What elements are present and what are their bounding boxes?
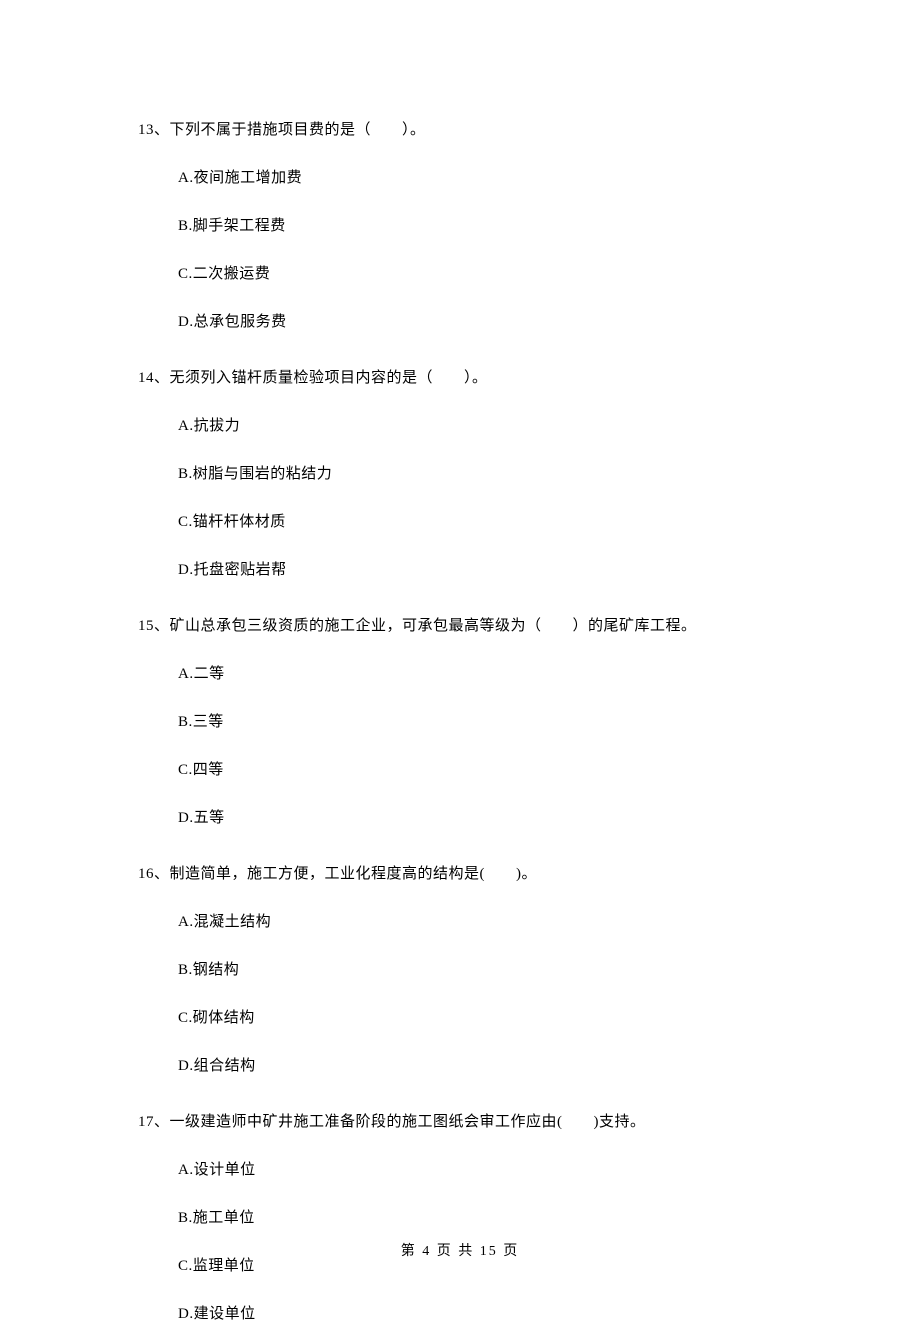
- option-b: B.脚手架工程费: [178, 214, 782, 238]
- question-text: 15、矿山总承包三级资质的施工企业，可承包最高等级为（ ）的尾矿库工程。: [138, 614, 782, 638]
- question-13: 13、下列不属于措施项目费的是（ ）。 A.夜间施工增加费 B.脚手架工程费 C…: [138, 118, 782, 334]
- option-a: A.抗拔力: [178, 414, 782, 438]
- option-d: D.总承包服务费: [178, 310, 782, 334]
- option-a: A.设计单位: [178, 1158, 782, 1182]
- options-list: A.夜间施工增加费 B.脚手架工程费 C.二次搬运费 D.总承包服务费: [138, 166, 782, 334]
- options-list: A.抗拔力 B.树脂与围岩的粘结力 C.锚杆杆体材质 D.托盘密贴岩帮: [138, 414, 782, 582]
- page-footer: 第 4 页 共 15 页: [0, 1240, 920, 1260]
- option-d: D.组合结构: [178, 1054, 782, 1078]
- option-c: C.二次搬运费: [178, 262, 782, 286]
- option-b: B.施工单位: [178, 1206, 782, 1230]
- question-text: 17、一级建造师中矿井施工准备阶段的施工图纸会审工作应由( )支持。: [138, 1110, 782, 1134]
- option-b: B.钢结构: [178, 958, 782, 982]
- option-a: A.二等: [178, 662, 782, 686]
- option-b: B.三等: [178, 710, 782, 734]
- page-content: 13、下列不属于措施项目费的是（ ）。 A.夜间施工增加费 B.脚手架工程费 C…: [0, 0, 920, 1326]
- option-d: D.五等: [178, 806, 782, 830]
- option-c: C.锚杆杆体材质: [178, 510, 782, 534]
- option-c: C.砌体结构: [178, 1006, 782, 1030]
- option-d: D.建设单位: [178, 1302, 782, 1326]
- question-14: 14、无须列入锚杆质量检验项目内容的是（ ）。 A.抗拔力 B.树脂与围岩的粘结…: [138, 366, 782, 582]
- option-c: C.四等: [178, 758, 782, 782]
- question-text: 13、下列不属于措施项目费的是（ ）。: [138, 118, 782, 142]
- question-15: 15、矿山总承包三级资质的施工企业，可承包最高等级为（ ）的尾矿库工程。 A.二…: [138, 614, 782, 830]
- option-d: D.托盘密贴岩帮: [178, 558, 782, 582]
- question-16: 16、制造简单，施工方便，工业化程度高的结构是( )。 A.混凝土结构 B.钢结…: [138, 862, 782, 1078]
- option-a: A.夜间施工增加费: [178, 166, 782, 190]
- option-b: B.树脂与围岩的粘结力: [178, 462, 782, 486]
- options-list: A.二等 B.三等 C.四等 D.五等: [138, 662, 782, 830]
- question-text: 16、制造简单，施工方便，工业化程度高的结构是( )。: [138, 862, 782, 886]
- question-17: 17、一级建造师中矿井施工准备阶段的施工图纸会审工作应由( )支持。 A.设计单…: [138, 1110, 782, 1326]
- question-text: 14、无须列入锚杆质量检验项目内容的是（ ）。: [138, 366, 782, 390]
- options-list: A.混凝土结构 B.钢结构 C.砌体结构 D.组合结构: [138, 910, 782, 1078]
- option-a: A.混凝土结构: [178, 910, 782, 934]
